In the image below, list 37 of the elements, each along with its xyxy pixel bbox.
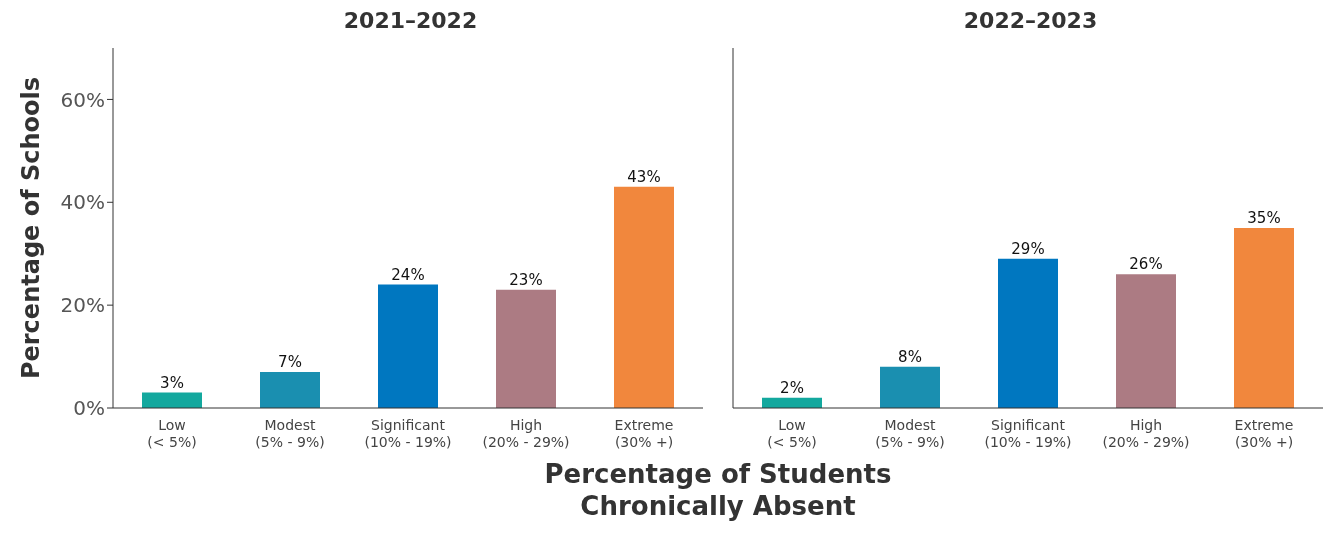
bar <box>614 186 674 408</box>
y-tick-label: 20% <box>60 293 105 318</box>
data-label: 35% <box>1247 209 1281 227</box>
data-label: 29% <box>1011 239 1045 258</box>
x-tick-label: Modest (5% - 9%) <box>255 417 325 450</box>
data-label: 8% <box>898 347 922 366</box>
x-tick-label: Extreme (30% +) <box>614 417 674 450</box>
bar <box>142 392 202 408</box>
x-tick-label: Modest (5% - 9%) <box>875 417 945 450</box>
x-tick-label: High (20% - 29%) <box>1102 417 1190 450</box>
x-tick-label: Low (< 5%) <box>767 417 817 450</box>
bar <box>1116 274 1176 408</box>
data-label: 24% <box>391 265 425 284</box>
y-tick-label: 40% <box>60 190 105 215</box>
data-label: 23% <box>509 270 543 289</box>
x-tick-label: High (20% - 29%) <box>482 417 570 450</box>
y-tick-label: 0% <box>73 396 105 421</box>
data-label: 43% <box>627 167 661 186</box>
bar <box>496 289 556 408</box>
y-axis-title: Percentage of Schools <box>16 76 45 380</box>
data-label: 3% <box>160 373 184 392</box>
x-tick-label: Significant (10% - 19%) <box>984 417 1072 450</box>
data-label: 7% <box>278 353 302 371</box>
bar <box>378 284 438 408</box>
chart-title: 2021–2022 <box>342 8 479 35</box>
data-label: 2% <box>780 378 804 397</box>
x-tick-label: Low (< 5%) <box>147 417 197 450</box>
x-tick-label: Extreme (30% +) <box>1234 417 1294 450</box>
chart-title: 2022–2023 <box>962 8 1099 35</box>
x-axis-title: Percentage of Students Chronically Absent <box>543 458 893 522</box>
bar <box>880 366 940 408</box>
bar <box>1234 228 1294 408</box>
bar <box>260 372 320 408</box>
bar <box>998 258 1058 408</box>
y-tick-label: 60% <box>60 87 105 112</box>
x-tick-label: Significant (10% - 19%) <box>364 417 452 450</box>
data-label: 26% <box>1129 255 1163 274</box>
